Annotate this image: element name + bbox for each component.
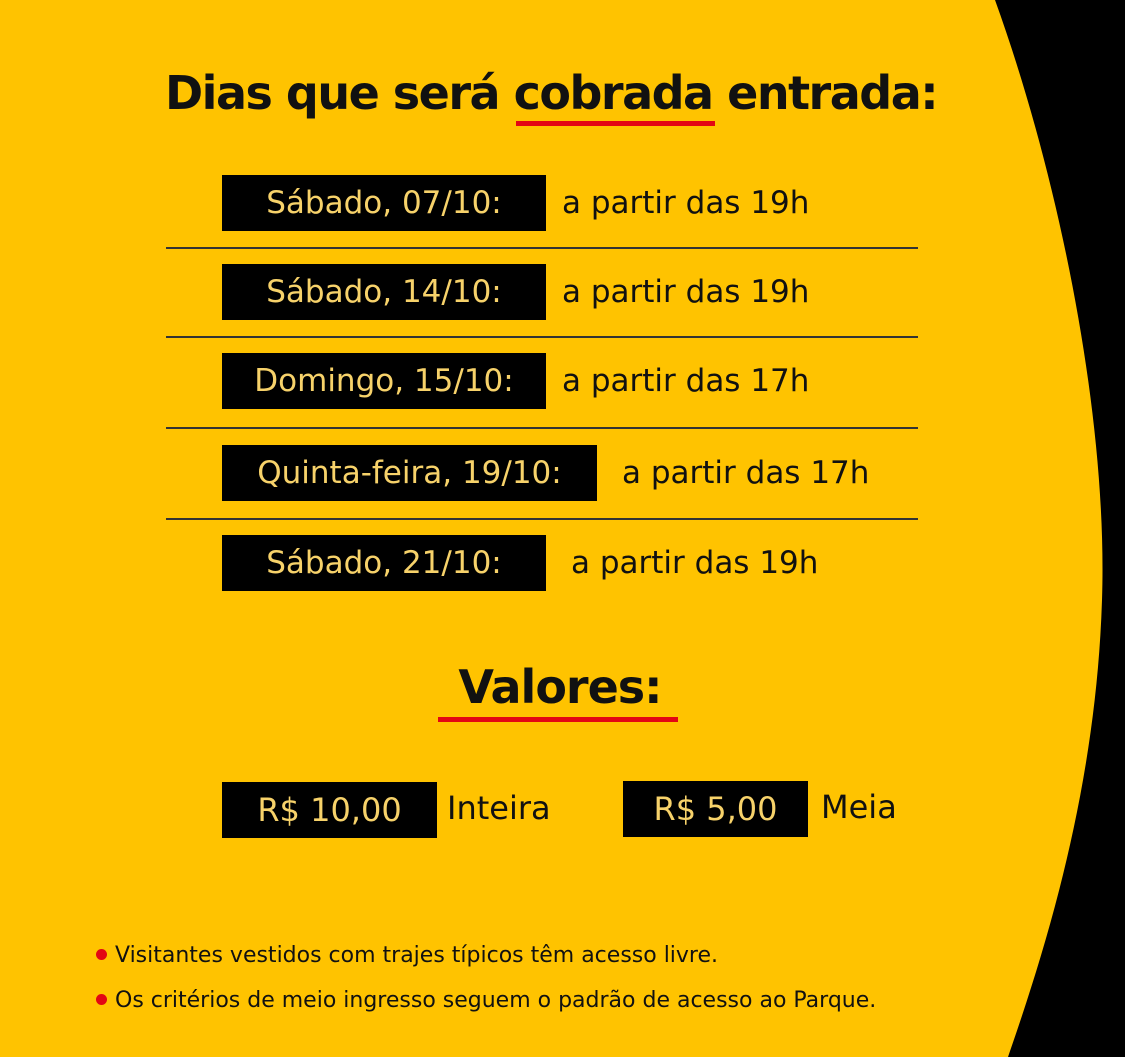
divider xyxy=(166,427,918,429)
price-meia: R$ 5,00 xyxy=(623,781,808,837)
schedule-time: a partir das 19h xyxy=(562,274,810,310)
note-item: Os critérios de meio ingresso seguem o p… xyxy=(96,988,876,1013)
page-title: Dias que será cobrada entrada: xyxy=(165,66,939,126)
divider xyxy=(166,336,918,338)
price-label: Meia xyxy=(821,788,897,826)
schedule-time: a partir das 17h xyxy=(622,455,870,491)
schedule-day: Quinta-feira, 19/10: xyxy=(222,445,597,501)
valores-heading: Valores: xyxy=(438,660,678,722)
schedule-day: Sábado, 21/10: xyxy=(222,535,546,591)
schedule-day: Domingo, 15/10: xyxy=(222,353,546,409)
divider xyxy=(166,247,918,249)
schedule-day: Sábado, 14/10: xyxy=(222,264,546,320)
schedule-time: a partir das 17h xyxy=(562,363,810,399)
price-label: Inteira xyxy=(447,789,551,827)
price-inteira: R$ 10,00 xyxy=(222,782,437,838)
bullet-icon xyxy=(96,948,107,960)
bullet-icon xyxy=(96,993,107,1005)
schedule-time: a partir das 19h xyxy=(562,185,810,221)
schedule-day: Sábado, 07/10: xyxy=(222,175,546,231)
note-item: Visitantes vestidos com trajes típicos t… xyxy=(96,943,718,968)
divider xyxy=(166,518,918,520)
schedule-time: a partir das 19h xyxy=(571,545,819,581)
title-highlight: cobrada xyxy=(513,66,715,126)
